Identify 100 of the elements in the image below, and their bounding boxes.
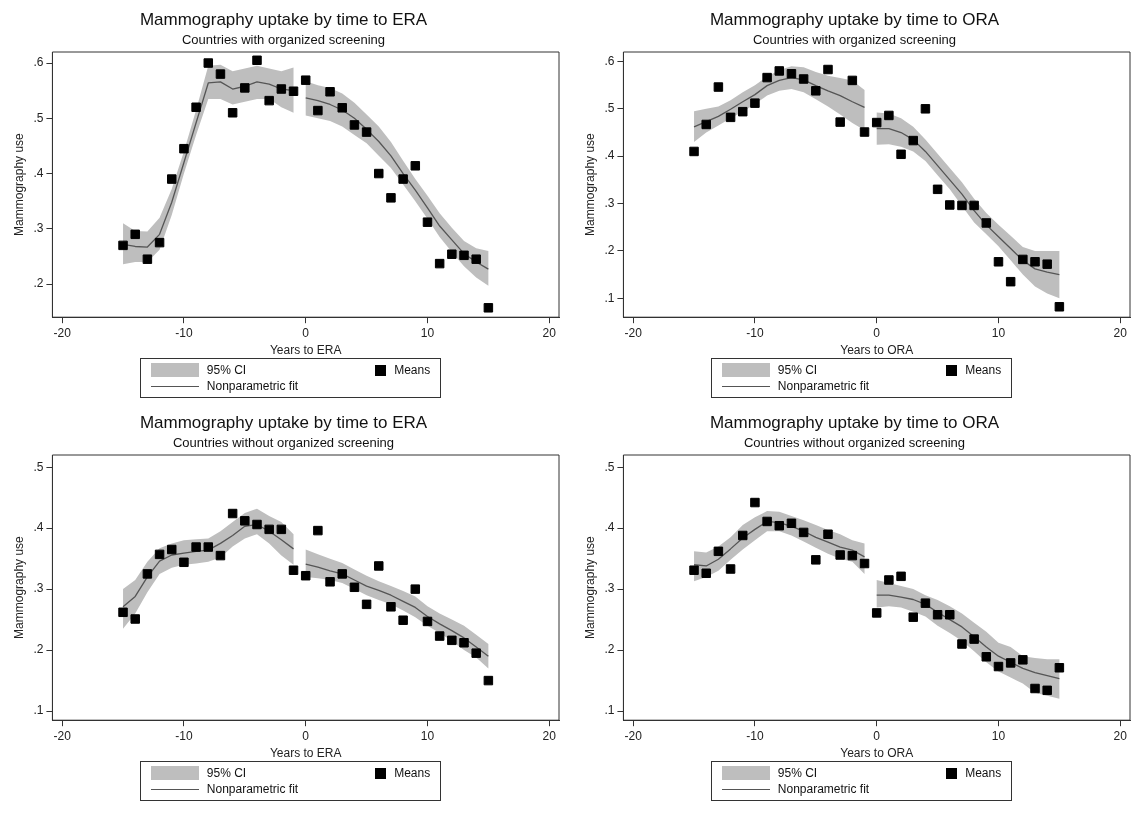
x-tick-label: 10 xyxy=(420,325,435,340)
point xyxy=(313,105,323,116)
point xyxy=(859,558,870,569)
x-tick-label: 0 xyxy=(302,325,310,340)
point xyxy=(276,84,287,94)
point xyxy=(725,564,736,574)
point xyxy=(1054,663,1065,673)
y-tick-label: .3 xyxy=(604,581,615,596)
point xyxy=(179,143,189,154)
point xyxy=(713,546,724,557)
point xyxy=(957,639,967,649)
y-tick-label: .1 xyxy=(604,290,615,305)
point xyxy=(1018,655,1028,665)
point xyxy=(725,112,736,123)
point xyxy=(434,258,445,269)
x-tick-label: -10 xyxy=(746,728,764,743)
point xyxy=(459,638,469,648)
legend-label: Means xyxy=(394,363,431,377)
chart-title: Mammography uptake by time to ERA xyxy=(139,412,428,432)
y-tick-label: .2 xyxy=(33,276,44,291)
x-axis-title: Years to ERA xyxy=(269,343,342,358)
point xyxy=(227,108,238,118)
x-tick-label: 10 xyxy=(420,728,435,743)
point xyxy=(945,200,955,210)
point xyxy=(896,149,906,160)
x-tick-label: 10 xyxy=(991,325,1006,340)
y-tick-label: .1 xyxy=(604,703,615,718)
chart-subtitle: Countries without organized screening xyxy=(172,434,395,450)
point xyxy=(386,193,396,203)
x-tick-label: -10 xyxy=(175,325,193,340)
y-tick-label: .5 xyxy=(33,459,44,474)
point xyxy=(337,569,347,579)
y-tick-label: .5 xyxy=(33,110,44,125)
point xyxy=(847,550,858,561)
x-tick-label: -20 xyxy=(53,728,72,743)
point xyxy=(859,127,870,137)
point xyxy=(130,614,140,624)
point xyxy=(142,569,153,579)
x-tick-label: -10 xyxy=(175,728,193,743)
point xyxy=(835,550,845,560)
x-tick-label: 20 xyxy=(1113,325,1128,340)
chart-title: Mammography uptake by time to ORA xyxy=(709,412,1000,432)
legend-label: Nonparametric fit xyxy=(206,782,299,796)
point xyxy=(471,648,481,658)
point xyxy=(1030,683,1040,694)
point xyxy=(179,557,189,568)
point xyxy=(1054,302,1065,312)
point xyxy=(422,217,433,227)
point xyxy=(398,174,408,184)
point xyxy=(1005,658,1016,668)
point xyxy=(313,525,323,536)
point xyxy=(203,58,214,68)
point xyxy=(118,607,128,618)
point xyxy=(447,635,457,646)
point xyxy=(774,66,785,76)
point xyxy=(786,69,797,79)
y-tick-label: .4 xyxy=(604,520,615,535)
chart-subtitle: Countries with organized screening xyxy=(181,31,386,47)
y-tick-label: .1 xyxy=(33,703,44,718)
point xyxy=(191,102,201,112)
y-tick-label: .6 xyxy=(33,55,44,70)
y-tick-label: .2 xyxy=(33,642,44,657)
point xyxy=(118,240,128,251)
point xyxy=(264,524,274,535)
point xyxy=(374,561,384,571)
point xyxy=(142,254,153,264)
legend-label: Nonparametric fit xyxy=(777,379,870,393)
text: 95% CI xyxy=(206,363,247,377)
point xyxy=(908,135,918,146)
point xyxy=(203,542,214,552)
chart-title: Mammography uptake by time to ERA xyxy=(139,9,428,29)
legend-label: Means xyxy=(965,363,1002,377)
point xyxy=(191,542,201,552)
point xyxy=(288,86,299,96)
y-tick-label: .3 xyxy=(604,195,615,210)
point xyxy=(835,117,845,127)
x-tick-label: -20 xyxy=(53,325,72,340)
x-tick-label: 0 xyxy=(873,325,881,340)
point xyxy=(689,146,699,157)
point xyxy=(276,524,287,535)
point xyxy=(981,652,992,662)
point xyxy=(932,184,943,195)
point xyxy=(823,64,833,75)
point xyxy=(798,527,809,538)
chart-subtitle: Countries with organized screening xyxy=(752,31,957,47)
x-tick-label: 20 xyxy=(542,325,557,340)
point xyxy=(325,87,335,97)
point xyxy=(920,104,931,114)
point xyxy=(762,516,772,527)
x-axis-title: Years to ORA xyxy=(840,746,914,761)
point xyxy=(750,497,760,508)
point xyxy=(981,218,992,228)
point xyxy=(227,508,238,519)
point xyxy=(434,631,445,641)
point xyxy=(774,520,785,531)
point xyxy=(361,599,372,610)
point xyxy=(786,518,797,529)
point xyxy=(884,575,894,585)
point xyxy=(154,549,165,560)
point xyxy=(932,609,943,620)
